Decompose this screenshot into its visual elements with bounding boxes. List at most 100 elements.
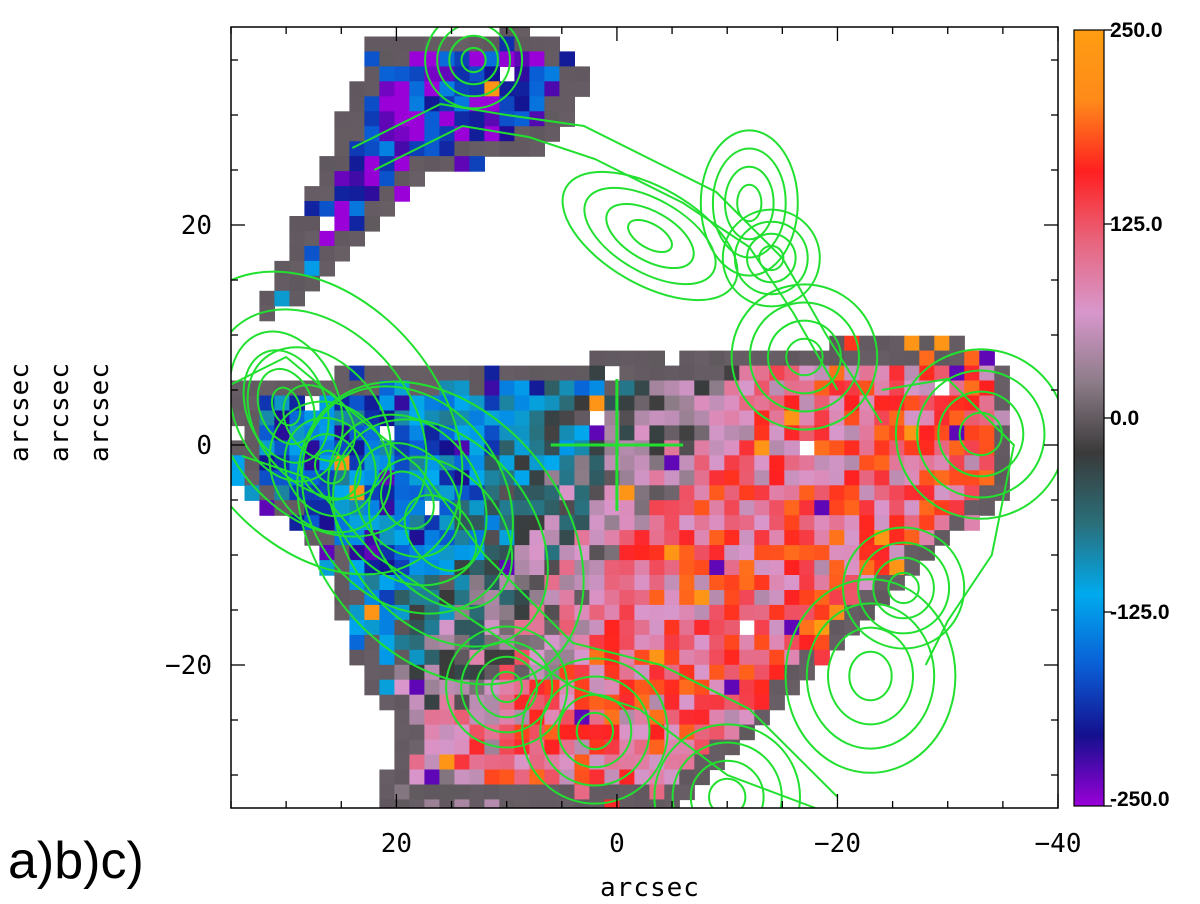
map-pixel <box>889 335 905 352</box>
map-pixel <box>754 694 770 711</box>
map-pixel <box>904 485 920 501</box>
map-pixel <box>424 440 440 456</box>
map-pixel <box>574 619 590 636</box>
map-pixel <box>769 604 785 621</box>
map-pixel <box>394 590 410 606</box>
map-pixel <box>574 515 590 531</box>
map-pixel <box>859 590 875 606</box>
map-pixel <box>469 664 485 681</box>
map-pixel <box>859 485 875 501</box>
map-pixel <box>694 649 710 666</box>
map-pixel <box>574 575 590 591</box>
map-pixel <box>724 485 740 501</box>
map-pixel <box>379 679 395 696</box>
map-pixel <box>754 619 770 636</box>
map-pixel <box>754 604 770 621</box>
map-pixel <box>544 96 560 112</box>
map-pixel <box>949 425 965 441</box>
map-pixel <box>799 410 815 427</box>
map-pixel <box>424 784 440 801</box>
map-pixel <box>649 799 665 808</box>
map-pixel <box>484 530 500 546</box>
map-pixel <box>739 649 755 666</box>
map-pixel <box>844 455 860 471</box>
map-pixel <box>379 81 395 97</box>
map-pixel <box>634 350 650 367</box>
map-pixel <box>499 784 515 801</box>
map-pixel <box>469 470 485 486</box>
map-pixel <box>589 590 605 606</box>
map-pixel <box>544 799 560 808</box>
map-pixel <box>679 694 695 711</box>
map-pixel <box>529 66 545 82</box>
map-pixel <box>231 395 246 412</box>
map-pixel <box>634 560 650 576</box>
map-pixel <box>724 455 740 471</box>
map-pixel <box>784 350 800 367</box>
map-pixel <box>454 664 470 681</box>
map-pixel <box>589 515 605 531</box>
map-pixel <box>484 515 500 531</box>
map-pixel <box>739 590 755 606</box>
map-pixel <box>889 545 905 561</box>
map-pixel <box>679 739 695 756</box>
map-pixel <box>379 694 395 711</box>
map-pixel <box>934 425 950 441</box>
map-pixel <box>949 395 965 412</box>
map-pixel <box>394 81 410 97</box>
map-pixel <box>409 81 425 97</box>
map-pixel <box>694 604 710 621</box>
map-pixel <box>649 739 665 756</box>
map-pixel <box>754 440 770 456</box>
x-tick-label: −20 <box>814 829 861 859</box>
map-pixel <box>694 590 710 606</box>
map-pixel <box>409 530 425 546</box>
map-pixel <box>604 739 620 756</box>
map-pixel <box>439 784 455 801</box>
map-pixel <box>694 395 710 412</box>
map-pixel <box>394 66 410 82</box>
map-pixel <box>394 545 410 561</box>
map-pixel <box>514 365 530 382</box>
map-pixel <box>619 560 635 576</box>
map-pixel <box>679 679 695 696</box>
map-pixel <box>784 664 800 681</box>
map-pixel <box>904 455 920 471</box>
map-pixel <box>364 216 380 232</box>
map-pixel <box>424 799 440 808</box>
map-pixel <box>439 724 455 741</box>
map-pixel <box>799 545 815 561</box>
map-pixel <box>709 619 725 636</box>
map-pixel <box>454 111 470 127</box>
map-pixel <box>619 425 635 441</box>
map-pixel <box>724 410 740 427</box>
map-pixel <box>814 649 830 666</box>
map-pixel <box>679 410 695 427</box>
map-pixel <box>364 664 380 681</box>
map-pixel <box>394 754 410 771</box>
map-pixel <box>739 455 755 471</box>
map-pixel <box>709 604 725 621</box>
contour-line <box>379 470 435 530</box>
map-pixel <box>379 66 395 82</box>
map-pixel <box>709 649 725 666</box>
map-pixel <box>469 709 485 726</box>
map-pixel <box>529 470 545 486</box>
map-pixel <box>364 51 380 67</box>
contour-line <box>689 759 765 808</box>
map-pixel <box>679 365 695 382</box>
map-pixel <box>814 410 830 427</box>
map-pixel <box>454 440 470 456</box>
map-pixel <box>514 590 530 606</box>
map-pixel <box>664 604 680 621</box>
map-pixel <box>589 694 605 711</box>
map-pixel <box>964 425 980 441</box>
map-pixel <box>709 380 725 397</box>
map-pixel <box>889 470 905 486</box>
map-pixel <box>544 111 560 127</box>
map-pixel <box>409 500 425 516</box>
map-pixel <box>904 560 920 576</box>
contour-line <box>958 411 1003 457</box>
map-pixel <box>739 545 755 561</box>
map-pixel <box>664 530 680 546</box>
